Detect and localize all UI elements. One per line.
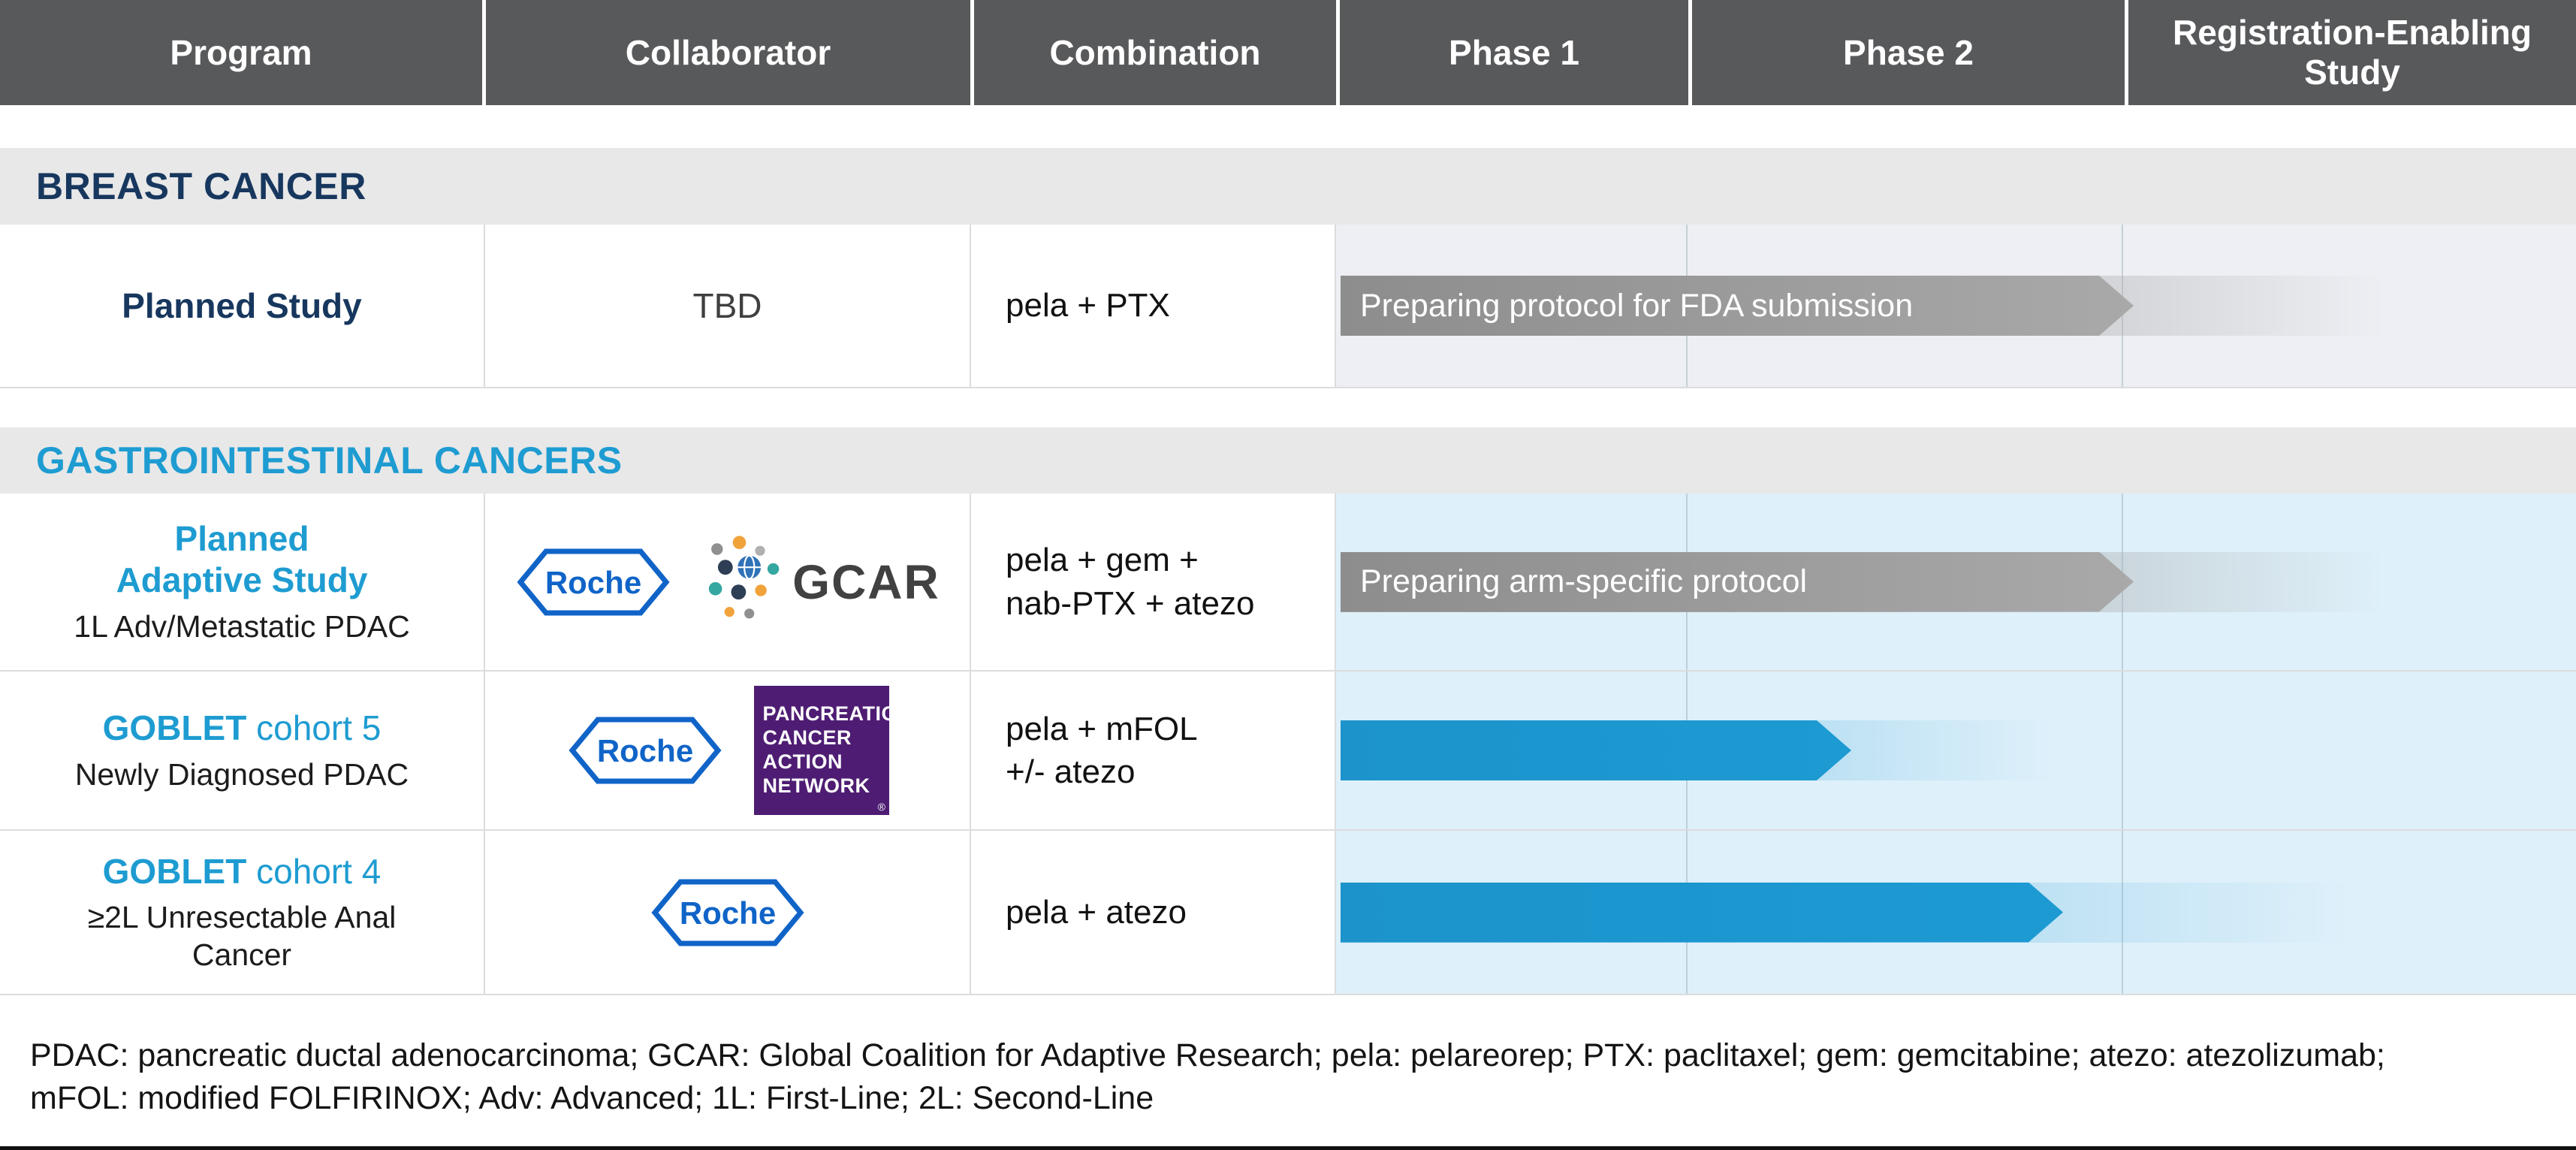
- row-goblet-cohort-5: GOBLET cohort 5 Newly Diagnosed PDAC Roc…: [0, 672, 2576, 831]
- timeline-cell: Preparing arm-specific protocol: [1336, 494, 2576, 670]
- status-bar: Preparing protocol for FDA submission: [1341, 276, 2134, 336]
- timeline-cell: Preparing protocol for FDA submission: [1336, 225, 2576, 387]
- bottom-border-line: [0, 1146, 2576, 1150]
- collaborator-cell: Roche: [485, 831, 971, 994]
- column-header-collaborator: Collaborator: [486, 0, 970, 105]
- pancan-line2: CANCER: [762, 726, 852, 750]
- timeline-cell: [1336, 831, 2576, 994]
- program-cohort: cohort 4: [256, 851, 382, 891]
- collaborator-cell: TBD: [485, 225, 971, 387]
- svg-text:Roche: Roche: [596, 733, 692, 768]
- footnote-line2: mFOL: modified FOLFIRINOX; Adv: Advanced…: [30, 1079, 1154, 1116]
- row-planned-study: Planned Study TBD pela + PTX Preparing p…: [0, 225, 2576, 388]
- combination-line1: pela + gem +: [1006, 542, 1199, 579]
- column-header-phase1: Phase 1: [1340, 0, 1688, 105]
- column-header-phase2: Phase 2: [1692, 0, 2125, 105]
- program-cell: Planned Study: [0, 225, 485, 387]
- row-goblet-cohort-4: GOBLET cohort 4 ≥2L Unresectable Anal Ca…: [0, 831, 2576, 995]
- timeline-cell: [1336, 672, 2576, 829]
- combination-cell: pela + PTX: [971, 225, 1336, 387]
- program-cell: GOBLET cohort 4 ≥2L Unresectable Anal Ca…: [0, 831, 485, 994]
- program-subtitle: 1L Adv/Metastatic PDAC: [74, 608, 410, 644]
- status-bar-label: Preparing arm-specific protocol: [1360, 563, 1808, 599]
- table-header-row: Program Collaborator Combination Phase 1…: [0, 0, 2576, 105]
- progress-bar: [1341, 720, 1851, 780]
- registration-gridline: [2122, 672, 2123, 829]
- program-subtitle-line2: Cancer: [192, 937, 292, 973]
- combination-line1: pela + mFOL: [1006, 710, 1198, 747]
- gcar-logo: GCAR: [702, 534, 940, 630]
- section-gap: [0, 388, 2576, 427]
- status-bar-label: Preparing protocol for FDA submission: [1360, 287, 1914, 324]
- pancan-logo: PANCREATIC CANCER ACTION NETWORK ®: [753, 686, 897, 815]
- program-cell: GOBLET cohort 5 Newly Diagnosed PDAC: [0, 672, 485, 829]
- progress-bar: [1341, 883, 2063, 943]
- collaborator-cell: Roche PANCREATIC CANCER ACTION NETWORK ®: [485, 672, 971, 829]
- registered-mark: ®: [877, 801, 886, 813]
- program-title: GOBLET cohort 5: [103, 708, 382, 749]
- column-header-registration-enabling-study: Registration-Enabling Study: [2128, 0, 2576, 105]
- pancan-line1: PANCREATIC: [762, 702, 897, 726]
- combination-line2: nab-PTX + atezo: [1006, 584, 1255, 622]
- roche-logo: Roche: [517, 548, 670, 615]
- program-subtitle: Newly Diagnosed PDAC: [74, 756, 409, 792]
- roche-logo: Roche: [568, 717, 722, 784]
- row-planned-adaptive-study: Planned Adaptive Study 1L Adv/Metastatic…: [0, 494, 2576, 672]
- column-header-combination: Combination: [974, 0, 1336, 105]
- program-title-line1: Planned: [174, 519, 309, 559]
- program-title: Planned Study: [122, 286, 362, 325]
- combination-text: pela + atezo: [1006, 893, 1187, 931]
- gcar-wordmark: GCAR: [792, 554, 940, 609]
- combination-line2: +/- atezo: [1006, 753, 1136, 790]
- pancan-line4: NETWORK: [762, 774, 870, 797]
- program-subtitle-line1: ≥2L Unresectable Anal: [87, 900, 397, 935]
- footnote-line1: PDAC: pancreatic ductal adenocarcinoma; …: [30, 1037, 2385, 1073]
- program-cell: Planned Adaptive Study 1L Adv/Metastatic…: [0, 494, 485, 670]
- svg-text:Roche: Roche: [545, 565, 641, 600]
- program-title-line2: Adaptive Study: [116, 560, 368, 600]
- combination-cell: pela + mFOL +/- atezo: [971, 672, 1336, 829]
- status-bar: Preparing arm-specific protocol: [1341, 552, 2134, 612]
- program-name: GOBLET: [102, 708, 247, 748]
- combination-cell: pela + gem + nab-PTX + atezo: [971, 494, 1336, 670]
- abbreviations-footnote: PDAC: pancreatic ductal adenocarcinoma; …: [0, 995, 2576, 1120]
- gcar-dots-icon: [709, 535, 780, 618]
- svg-text:Roche: Roche: [679, 895, 775, 931]
- section-gap: [0, 105, 2576, 148]
- roche-logo: Roche: [650, 879, 804, 946]
- section-title: BREAST CANCER: [36, 165, 366, 207]
- program-cohort: cohort 5: [256, 708, 382, 748]
- collaborator-tbd: TBD: [692, 286, 762, 325]
- collaborator-cell: Roche: [485, 494, 971, 670]
- pancan-line3: ACTION: [762, 750, 843, 773]
- program-title: GOBLET cohort 4: [103, 851, 382, 892]
- combination-cell: pela + atezo: [971, 831, 1336, 994]
- column-header-program: Program: [0, 0, 482, 105]
- program-name: GOBLET: [102, 851, 247, 891]
- section-title: GASTROINTESTINAL CANCERS: [36, 439, 623, 481]
- section-header-breast-cancer: BREAST CANCER: [0, 148, 2576, 225]
- combination-text: pela + PTX: [1006, 287, 1170, 324]
- section-header-gastrointestinal-cancers: GASTROINTESTINAL CANCERS: [0, 427, 2576, 494]
